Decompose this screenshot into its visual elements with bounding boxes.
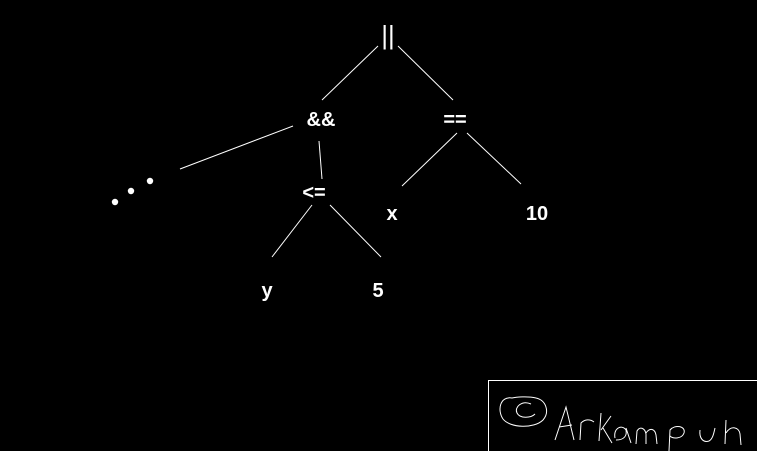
signature-letter-u: [699, 427, 716, 442]
node-ten-label: 10: [526, 203, 548, 225]
ellipsis-dots: [111, 177, 154, 206]
edge-le-y: [271, 204, 313, 258]
ellipsis-dot: [111, 198, 119, 206]
signature-box: [488, 380, 757, 451]
signature-letter-a: [554, 405, 575, 441]
node-or-label: ||: [381, 20, 395, 50]
edge-and-ellipsis: [179, 125, 294, 170]
signature-watermark: [488, 380, 757, 451]
node-y-label: y: [261, 280, 273, 302]
signature-letter-m: [635, 427, 658, 445]
node-le-label: <=: [302, 182, 325, 204]
ellipsis-dot: [127, 187, 135, 195]
edge-and-le: [318, 140, 323, 180]
signature-letter-k: [598, 412, 613, 444]
signature-inner-mark: [515, 402, 536, 418]
edge-le-five: [329, 204, 382, 258]
signature-circle-mark: [499, 396, 547, 427]
signature-letter-a2: [614, 426, 632, 444]
signature-letter-r: [579, 419, 595, 441]
node-and-label: &&: [307, 109, 336, 131]
edge-or-eq: [397, 45, 454, 101]
ellipsis-dot: [146, 177, 154, 185]
edge-eq-x: [401, 132, 458, 187]
signature-letter-p: [668, 425, 685, 451]
edge-eq-ten: [466, 132, 522, 185]
edge-or-and: [321, 45, 379, 101]
node-x-label: x: [386, 203, 397, 225]
node-five-label: 5: [372, 280, 383, 302]
signature-letter-h: [724, 419, 742, 446]
node-eq-label: ==: [443, 109, 466, 131]
